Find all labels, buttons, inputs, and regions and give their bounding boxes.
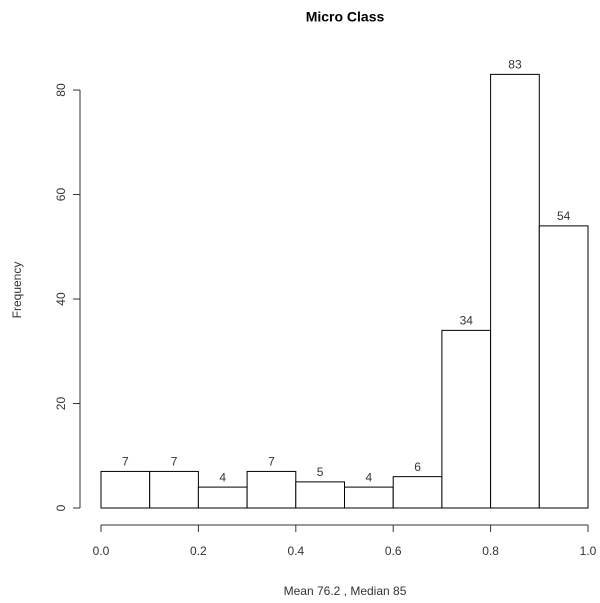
data-label: 83 (508, 58, 522, 72)
bar (246, 470, 297, 509)
data-label: 7 (122, 455, 129, 469)
y-tick-label: 0 (54, 504, 68, 511)
data-label: 7 (268, 455, 275, 469)
bar (100, 470, 151, 509)
bar (149, 470, 199, 509)
bar (197, 486, 248, 509)
data-label: 34 (460, 314, 474, 328)
data-label: 7 (171, 455, 178, 469)
bar (295, 481, 345, 509)
bar (344, 486, 394, 509)
data-label: 4 (219, 470, 226, 484)
y-axis-label: Frequency (10, 262, 24, 319)
chart-title: Micro Class (306, 9, 385, 25)
y-tick-label: 20 (54, 397, 68, 411)
data-label: 54 (557, 209, 571, 223)
data-label: 6 (414, 460, 421, 474)
x-tick-label: 0.6 (385, 544, 402, 558)
x-tick-label: 0.4 (287, 544, 304, 558)
y-tick-label: 40 (54, 292, 68, 306)
data-label: 4 (366, 470, 373, 484)
x-axis-label: Mean 76.2 , Median 85 (284, 584, 407, 598)
y-tick-label: 60 (54, 188, 68, 202)
x-tick-label: 0.2 (190, 544, 207, 558)
bar (490, 73, 540, 509)
bar (392, 476, 443, 509)
bar (441, 329, 492, 509)
x-tick-label: 1.0 (580, 544, 597, 558)
x-tick-label: 0.8 (482, 544, 499, 558)
x-tick-label: 0.0 (93, 544, 110, 558)
y-tick-label: 80 (54, 83, 68, 97)
bar (538, 225, 589, 509)
data-label: 5 (317, 465, 324, 479)
